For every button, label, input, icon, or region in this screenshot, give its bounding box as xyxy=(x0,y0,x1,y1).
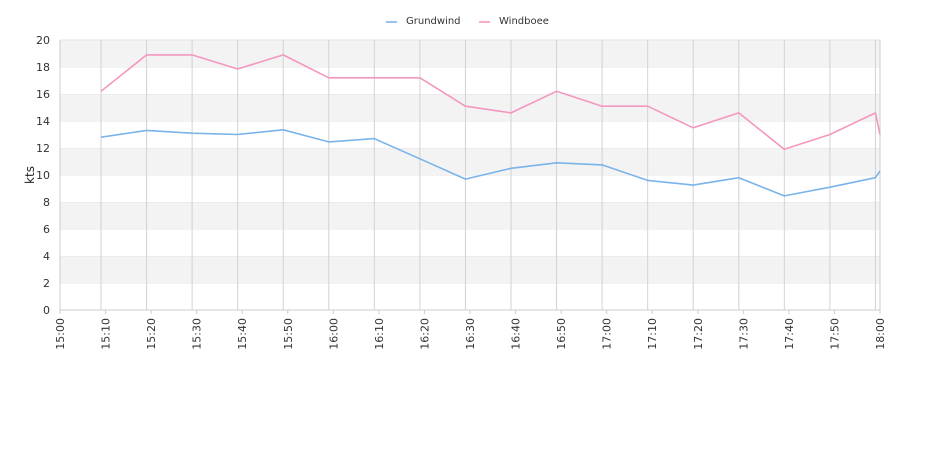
y-tick-label: 8 xyxy=(43,196,50,209)
x-tick-label: 17:00 xyxy=(601,318,614,350)
y-tick-label: 18 xyxy=(36,61,50,74)
grid-band xyxy=(60,229,880,256)
y-axis-label: kts xyxy=(23,166,37,184)
legend-label: Windboee xyxy=(499,16,549,27)
vertical-gridlines xyxy=(100,40,876,310)
x-tick-label: 15:00 xyxy=(54,318,67,350)
y-axis-ticks: 0 2 4 6 8 10 12 14 16 18 20 xyxy=(36,34,50,317)
x-tick-label: 16:30 xyxy=(464,318,477,350)
x-tick-label: 16:40 xyxy=(510,318,523,350)
legend-label: Grundwind xyxy=(406,16,461,27)
x-axis-ticks: 15:00 15:10 15:20 15:30 15:40 15:50 16:00 16:10… xyxy=(54,310,887,350)
x-tick-label: 15:40 xyxy=(236,318,249,350)
x-tick-label: 16:50 xyxy=(555,318,568,350)
grid-bands xyxy=(60,39,880,310)
y-tick-label: 12 xyxy=(36,142,50,155)
grid-band xyxy=(60,283,880,310)
legend[interactable]: Grundwind Windboee xyxy=(386,16,549,27)
legend-item-windboee[interactable]: Windboee xyxy=(479,16,549,27)
x-tick-label: 16:00 xyxy=(327,318,340,350)
y-tick-label: 10 xyxy=(36,169,50,182)
legend-item-grundwind[interactable]: Grundwind xyxy=(386,16,461,27)
x-tick-label: 15:50 xyxy=(282,318,295,350)
y-tick-label: 20 xyxy=(36,34,50,47)
y-tick-label: 0 xyxy=(43,304,50,317)
x-tick-label: 15:30 xyxy=(191,318,204,350)
y-tick-label: 4 xyxy=(43,250,50,263)
grid-band xyxy=(60,175,880,202)
x-tick-label: 17:10 xyxy=(646,318,659,350)
x-tick-label: 16:10 xyxy=(373,318,386,350)
grid-band xyxy=(60,67,880,94)
grid-band xyxy=(60,148,880,175)
x-tick-label: 17:50 xyxy=(828,318,841,350)
y-tick-label: 16 xyxy=(36,88,50,101)
series-line-windboee xyxy=(100,54,881,151)
x-tick-label: 17:30 xyxy=(737,318,750,350)
x-tick-label: 17:40 xyxy=(783,318,796,350)
x-tick-label: 15:20 xyxy=(145,318,158,350)
x-tick-label: 18:00 xyxy=(874,318,887,350)
x-tick-label: 16:20 xyxy=(418,318,431,350)
series-lines xyxy=(100,54,881,197)
grid-band xyxy=(60,121,880,148)
grid-band xyxy=(60,202,880,229)
grid-band xyxy=(60,256,880,283)
y-tick-label: 14 xyxy=(36,115,50,128)
grid-band xyxy=(60,40,880,67)
y-tick-label: 6 xyxy=(43,223,50,236)
x-tick-label: 17:20 xyxy=(692,318,705,350)
y-tick-label: 2 xyxy=(43,277,50,290)
series-line-grundwind xyxy=(100,129,881,197)
x-tick-label: 15:10 xyxy=(100,318,113,350)
